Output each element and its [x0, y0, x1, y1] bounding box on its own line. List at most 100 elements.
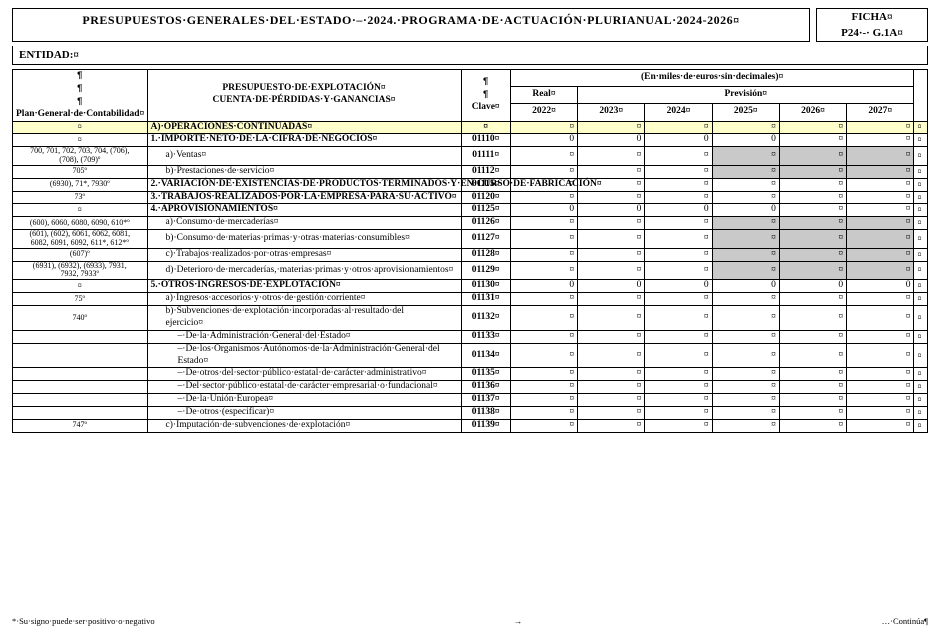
- value-cell: ¤: [645, 306, 712, 331]
- row-end: ¤: [914, 306, 928, 331]
- plan-cell: [13, 407, 148, 420]
- value-cell: ¤: [645, 261, 712, 280]
- value-cell: ¤: [510, 261, 577, 280]
- plan-cell: ¤: [13, 121, 148, 134]
- col-plan: ¶¶¶ Plan·General·de·Contabilidad¤: [13, 70, 148, 122]
- row-end: ¤: [914, 165, 928, 178]
- col-real: Real¤: [510, 87, 577, 104]
- value-cell: ¤: [578, 230, 645, 249]
- value-cell: ¤: [645, 343, 712, 368]
- clave-cell: 01127¤: [461, 230, 510, 249]
- desc-cell: 2.·VARIACIÓN·DE·EXISTENCIAS·DE·PRODUCTOS…: [147, 178, 461, 191]
- value-cell: ¤: [712, 330, 779, 343]
- value-cell: ¤: [779, 248, 846, 261]
- value-cell: ¤: [645, 419, 712, 432]
- value-cell: ¤: [779, 293, 846, 306]
- value-cell: ¤: [578, 147, 645, 166]
- value-cell: ¤: [645, 191, 712, 204]
- plan-cell: (600), 6060, 6080, 6090, 610*º: [13, 217, 148, 230]
- value-cell: ¤: [578, 330, 645, 343]
- value-cell: ¤: [645, 217, 712, 230]
- value-cell: ¤: [510, 394, 577, 407]
- value-cell: 0: [578, 280, 645, 293]
- desc-cell: c)·Trabajos·realizados·por·otras·empresa…: [147, 248, 461, 261]
- clave-cell: 01125¤: [461, 204, 510, 217]
- value-cell: ¤: [779, 178, 846, 191]
- value-cell: ¤: [847, 394, 914, 407]
- clave-cell: 01131¤: [461, 293, 510, 306]
- value-cell: ¤: [847, 165, 914, 178]
- value-cell: ¤: [578, 191, 645, 204]
- value-cell: ¤: [779, 261, 846, 280]
- value-cell: ¤: [510, 343, 577, 368]
- desc-cell: a)·Ingresos·accesorios·y·otros·de·gestió…: [147, 293, 461, 306]
- row-end: ¤: [914, 330, 928, 343]
- value-cell: ¤: [847, 217, 914, 230]
- value-cell: ¤: [645, 178, 712, 191]
- col-2024: 2024¤: [645, 104, 712, 121]
- value-cell: ¤: [578, 394, 645, 407]
- value-cell: ¤: [847, 293, 914, 306]
- value-cell: ¤: [847, 178, 914, 191]
- clave-cell: 01132¤: [461, 306, 510, 331]
- value-cell: 0: [645, 204, 712, 217]
- value-cell: ¤: [578, 381, 645, 394]
- clave-cell: 01120¤: [461, 191, 510, 204]
- clave-cell: 01137¤: [461, 394, 510, 407]
- value-cell: ¤: [510, 407, 577, 420]
- desc-cell: b)·Subvenciones·de·explotación·incorpora…: [147, 306, 461, 331]
- value-cell: ¤: [645, 248, 712, 261]
- value-cell: ¤: [847, 261, 914, 280]
- ficha-box: FICHA¤ P24·-· G.1A¤: [816, 8, 928, 42]
- value-cell: ¤: [712, 178, 779, 191]
- row-end: ¤: [914, 134, 928, 147]
- value-cell: 0: [645, 280, 712, 293]
- value-cell: ¤: [712, 261, 779, 280]
- row-end: ¤: [914, 147, 928, 166]
- clave-cell: ¤: [461, 121, 510, 134]
- desc-cell: A)·OPERACIONES·CONTINUADAS¤: [147, 121, 461, 134]
- value-cell: ¤: [578, 293, 645, 306]
- value-cell: ¤: [712, 248, 779, 261]
- value-cell: ¤: [510, 330, 577, 343]
- clave-cell: 01111¤: [461, 147, 510, 166]
- plan-cell: 747º: [13, 419, 148, 432]
- footnote-right: …·Continúa¶: [882, 616, 928, 626]
- value-cell: ¤: [847, 381, 914, 394]
- footnote-left: *·Su·signo·puede·ser·positivo·o·negativo: [12, 616, 155, 626]
- clave-cell: 01128¤: [461, 248, 510, 261]
- desc-cell: b)·Consumo·de·materias·primas·y·otras·ma…: [147, 230, 461, 249]
- row-end: ¤: [914, 407, 928, 420]
- value-cell: ¤: [779, 394, 846, 407]
- value-cell: ¤: [847, 134, 914, 147]
- clave-cell: 01134¤: [461, 343, 510, 368]
- row-end: ¤: [914, 368, 928, 381]
- plan-cell: ¤: [13, 204, 148, 217]
- col-2026: 2026¤: [779, 104, 846, 121]
- desc-cell: 5.·OTROS·INGRESOS·DE·EXPLOTACIÓN¤: [147, 280, 461, 293]
- plan-cell: (6931), (6932), (6933), 7931, 7932, 7933…: [13, 261, 148, 280]
- plan-cell: [13, 330, 148, 343]
- value-cell: ¤: [578, 306, 645, 331]
- value-cell: ¤: [645, 230, 712, 249]
- plan-cell: [13, 368, 148, 381]
- value-cell: ¤: [847, 306, 914, 331]
- plan-cell: ¤: [13, 280, 148, 293]
- value-cell: ¤: [578, 165, 645, 178]
- value-cell: ¤: [510, 293, 577, 306]
- value-cell: ¤: [779, 419, 846, 432]
- ficha-label: FICHA¤: [817, 9, 927, 25]
- clave-cell: 01130¤: [461, 280, 510, 293]
- desc-cell: –·De·otros·del·sector·público·estatal·de…: [147, 368, 461, 381]
- value-cell: ¤: [779, 407, 846, 420]
- value-cell: ¤: [779, 330, 846, 343]
- value-cell: ¤: [510, 248, 577, 261]
- plan-cell: 700, 701, 702, 703, 704, (706), (708), (…: [13, 147, 148, 166]
- value-cell: 0: [578, 204, 645, 217]
- value-cell: ¤: [779, 204, 846, 217]
- value-cell: 0: [779, 280, 846, 293]
- plan-cell: [13, 394, 148, 407]
- clave-cell: 01139¤: [461, 419, 510, 432]
- ficha-code: P24·-· G.1A¤: [817, 25, 927, 41]
- value-cell: ¤: [712, 394, 779, 407]
